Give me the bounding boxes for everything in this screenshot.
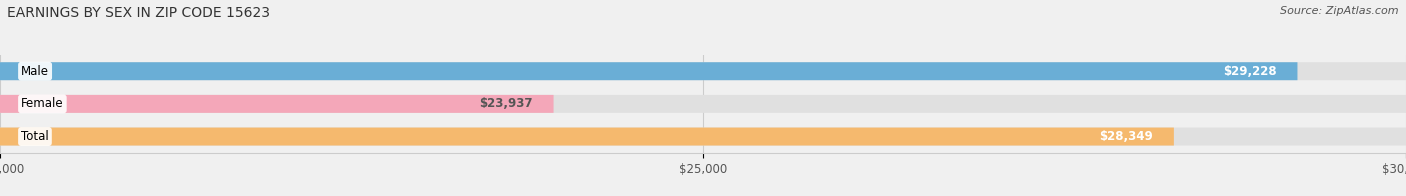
FancyBboxPatch shape (0, 95, 554, 113)
Text: Total: Total (21, 130, 49, 143)
FancyBboxPatch shape (0, 128, 1406, 145)
Text: Female: Female (21, 97, 63, 110)
Text: EARNINGS BY SEX IN ZIP CODE 15623: EARNINGS BY SEX IN ZIP CODE 15623 (7, 6, 270, 20)
FancyBboxPatch shape (0, 95, 1406, 113)
Text: Male: Male (21, 65, 49, 78)
Text: $29,228: $29,228 (1223, 65, 1277, 78)
FancyBboxPatch shape (0, 62, 1298, 80)
Text: $23,937: $23,937 (479, 97, 533, 110)
FancyBboxPatch shape (0, 128, 1174, 145)
Text: Source: ZipAtlas.com: Source: ZipAtlas.com (1281, 6, 1399, 16)
Text: $28,349: $28,349 (1099, 130, 1153, 143)
FancyBboxPatch shape (0, 62, 1406, 80)
